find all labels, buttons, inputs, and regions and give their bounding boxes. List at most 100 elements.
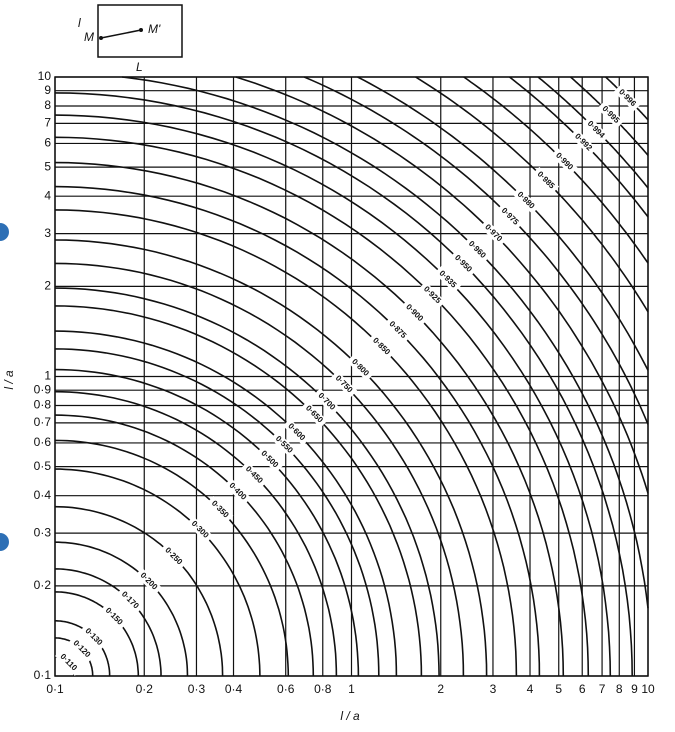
inset-point: [99, 36, 103, 40]
contour-label-bg: [160, 542, 187, 570]
contour-label-bg: [186, 516, 214, 544]
y-tick-label: 0·3: [34, 525, 52, 539]
contour-label-bg: [384, 316, 411, 344]
y-tick-label: 7: [44, 116, 51, 130]
contour-label-bg: [80, 623, 108, 651]
y-tick-label: 3: [44, 226, 51, 240]
contour-label-group: 0·400: [224, 478, 252, 505]
contour-label-bg: [418, 281, 446, 309]
x-tick-label: 9: [631, 682, 638, 696]
contour-label-bg: [270, 431, 298, 459]
x-tick-label: 0·2: [136, 682, 154, 696]
contour-label-bg: [206, 495, 234, 523]
x-tick-label: 10: [641, 682, 655, 696]
contour-label-group: 0·935: [434, 265, 462, 293]
x-tick-label: 0·8: [314, 682, 332, 696]
y-tick-label: 8: [44, 98, 51, 112]
contour-label-group: 0·960: [463, 236, 491, 264]
y-tick-label: 0·7: [34, 415, 52, 429]
contour-label-group: 0·900: [400, 299, 428, 327]
inset-box: [97, 4, 183, 58]
y-tick-label: 1: [44, 369, 51, 383]
inset-label: l: [78, 16, 81, 30]
y-tick-label: 5: [44, 159, 51, 173]
y-tick-label: 2: [44, 279, 51, 293]
inset-label: M': [148, 22, 161, 36]
contour-label-group: 0·875: [384, 316, 411, 344]
x-tick-label: 5: [555, 682, 562, 696]
y-tick-label: 0·8: [34, 398, 52, 412]
contour-label-group: 0·950: [449, 250, 477, 278]
x-tick-label: 7: [599, 682, 606, 696]
contour-label-bg: [597, 101, 625, 129]
x-tick-label: 3: [490, 682, 497, 696]
y-tick-label: 0·9: [34, 382, 52, 396]
contour-label-bg: [463, 236, 491, 264]
contour-label-bg: [100, 603, 128, 630]
contour-label-bg: [256, 445, 283, 473]
inset-point: [139, 28, 143, 32]
contour-label-bg: [582, 116, 610, 144]
contour-label-bg: [449, 250, 477, 278]
contour-label-group: 0·850: [367, 333, 395, 360]
contour-label-bg: [367, 333, 395, 360]
contour-label-group: 0·925: [418, 281, 446, 309]
contour-label-bg: [330, 370, 358, 398]
contour-label-group: 0·110: [55, 648, 82, 676]
inset-label: M: [84, 30, 94, 44]
contour-label-bg: [346, 354, 374, 382]
x-axis-label: l / a: [340, 709, 360, 723]
x-tick-label: 6: [579, 682, 586, 696]
contour-label-bg: [135, 567, 163, 595]
x-tick-label: 1: [348, 682, 355, 696]
contour-label-group: 0·750: [330, 370, 358, 398]
contour-label-group: 0·300: [186, 516, 214, 544]
x-tick-label: 0·1: [46, 682, 64, 696]
contour-label-bg: [224, 478, 252, 505]
y-tick-label: 0·1: [34, 668, 52, 682]
contour-label-group: 0·170: [116, 586, 144, 614]
contour-label-bg: [55, 648, 82, 676]
contour-label-bg: [569, 128, 597, 156]
inset-segment: [100, 29, 142, 39]
contour-label-group: 0·975: [496, 203, 524, 230]
contour-label-group: 0·800: [346, 354, 374, 382]
x-tick-label: 0·6: [277, 682, 295, 696]
contour-label-bg: [532, 166, 560, 194]
contour-label-bg: [613, 84, 641, 112]
contour-label-group: 0·980: [512, 187, 540, 214]
contour-label-bg: [550, 148, 578, 175]
y-tick-label: 0·2: [34, 578, 52, 592]
inset-diagram: l M M' L: [78, 4, 183, 74]
contour-label-bg: [68, 635, 96, 663]
y-tick-label: 0·4: [34, 488, 52, 502]
contour-label-bg: [240, 461, 268, 489]
y-tick-label: 0·6: [34, 435, 52, 449]
y-axis-label: l / a: [2, 370, 16, 390]
x-tick-label: 0·3: [188, 682, 206, 696]
contour-label-group: 0·200: [135, 567, 163, 595]
binder-hole: [0, 533, 9, 551]
y-tick-label: 0·5: [34, 459, 52, 473]
y-tick-label: 6: [44, 136, 51, 150]
contour-label-group: 0·990: [550, 148, 578, 175]
contour-label-group: 0·350: [206, 495, 234, 523]
contour-label-bg: [496, 203, 524, 230]
contour-label-group: 0·450: [240, 461, 268, 489]
y-tick-label: 9: [44, 83, 51, 97]
contour-line: [55, 541, 189, 677]
x-tick-label: 8: [616, 682, 623, 696]
y-tick-label: 10: [38, 69, 52, 83]
contour-label-group: 0·995: [597, 101, 625, 129]
contour-label-bg: [434, 265, 462, 293]
x-tick-label: 2: [437, 682, 444, 696]
contour-label-group: 0·500: [256, 445, 283, 473]
contour-label-bg: [313, 388, 341, 416]
x-tick-label: 4: [527, 682, 534, 696]
contour-label-bg: [300, 400, 328, 428]
contour-label-bg: [400, 299, 428, 327]
contour-label-group: 0·150: [100, 603, 128, 630]
contour-label-bg: [282, 418, 310, 446]
